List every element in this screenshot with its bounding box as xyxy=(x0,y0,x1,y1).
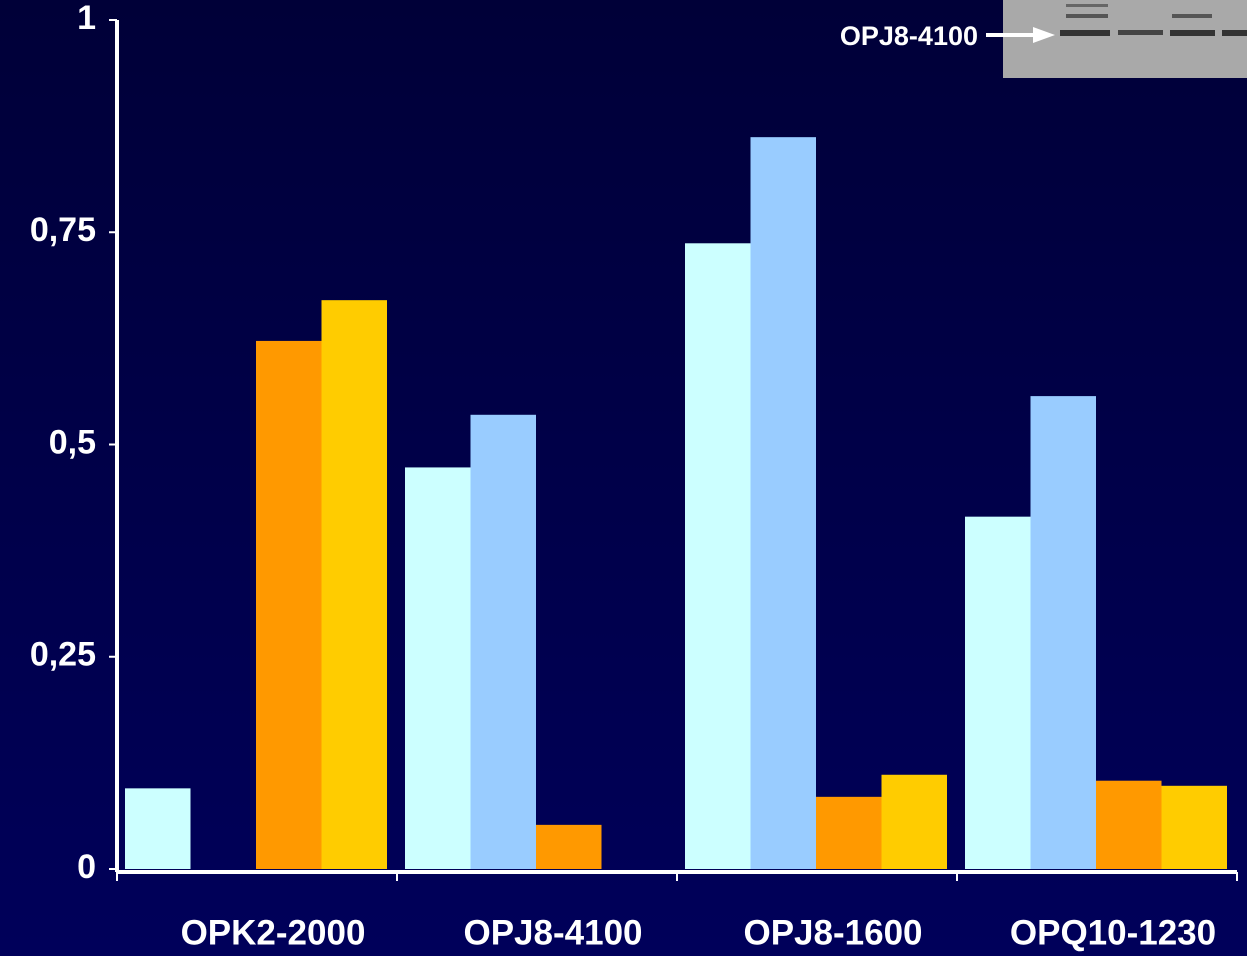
page: OPJ8-4100 0 0,25 0,5 0,75 1 OPK2-2000 OPJ8-410… xyxy=(0,0,1247,956)
bar xyxy=(125,788,191,869)
annotation: OPJ8-4100 xyxy=(840,21,978,51)
y-tick-label: 1 xyxy=(77,0,96,37)
bar xyxy=(471,415,537,869)
y-tick-label: 0,5 xyxy=(49,423,96,461)
chart: OPJ8-4100 0 0,25 0,5 0,75 1 OPK2-2000 OPJ8-410… xyxy=(0,0,1247,956)
bar xyxy=(882,775,948,869)
bar xyxy=(816,797,882,869)
bar xyxy=(322,300,388,869)
y-tick-label: 0,25 xyxy=(30,636,96,674)
x-tick-label: OPQ10-1230 xyxy=(1010,913,1216,952)
bar xyxy=(1096,781,1162,869)
x-tick-label: OPJ8-4100 xyxy=(463,913,642,952)
bar xyxy=(965,517,1031,869)
x-tick-label: OPJ8-1600 xyxy=(743,913,922,952)
bar xyxy=(1162,786,1228,869)
y-tick-label: 0,75 xyxy=(30,211,96,249)
y-tick-label: 0 xyxy=(77,848,96,886)
bar xyxy=(256,341,322,869)
bar xyxy=(1031,396,1097,869)
bar xyxy=(685,243,751,869)
bar xyxy=(405,467,471,869)
bar xyxy=(536,825,602,869)
x-tick-label: OPK2-2000 xyxy=(181,913,366,952)
bar xyxy=(751,137,817,869)
